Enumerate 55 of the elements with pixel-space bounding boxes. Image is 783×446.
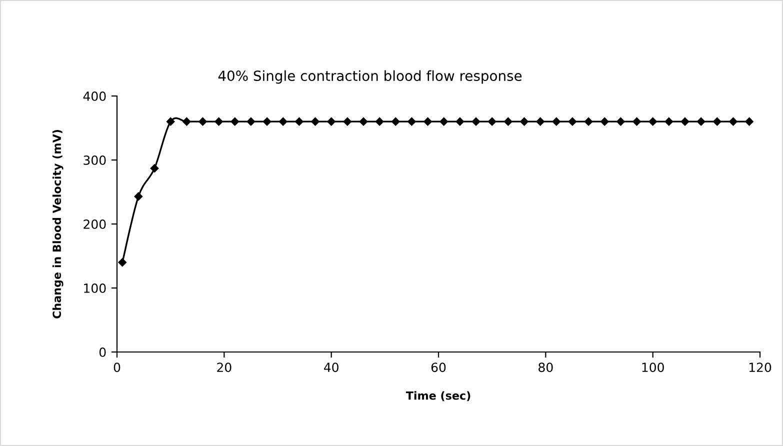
point <box>584 117 593 126</box>
point <box>343 117 352 126</box>
point <box>472 117 480 126</box>
point <box>118 258 126 267</box>
point <box>696 117 706 126</box>
point <box>536 117 544 126</box>
point <box>182 117 191 126</box>
point <box>600 117 609 126</box>
point <box>375 117 384 126</box>
point <box>392 117 400 126</box>
point <box>664 117 674 126</box>
x-axis-title: Time (sec) <box>406 391 470 402</box>
y-axis-title: Change in Blood Velocity (mV) <box>52 130 64 318</box>
point <box>488 117 496 126</box>
point <box>568 117 577 126</box>
point <box>311 117 320 126</box>
point <box>520 117 528 126</box>
point <box>745 117 754 126</box>
point <box>713 117 722 126</box>
x-tick-label: 0 <box>114 362 120 372</box>
point <box>729 117 738 126</box>
y-tick-label: 200 <box>84 219 106 229</box>
y-tick-label: 400 <box>83 91 106 101</box>
chart-title: 40% Single contraction blood flow response <box>218 70 522 84</box>
point <box>648 117 657 126</box>
point <box>424 117 432 126</box>
point <box>230 117 240 126</box>
point <box>408 117 416 126</box>
point <box>616 117 625 126</box>
x-tick-label: 20 <box>217 362 232 372</box>
y-tick-label: 100 <box>84 283 106 293</box>
point <box>680 117 690 126</box>
y-tick-label: 0 <box>99 347 106 357</box>
x-tick-label: 60 <box>431 362 446 372</box>
point <box>278 117 288 126</box>
y-tick-label: 300 <box>84 155 106 165</box>
x-tick-label: 120 <box>749 362 772 372</box>
point <box>456 117 464 126</box>
point <box>150 164 159 172</box>
point <box>359 117 368 126</box>
point <box>632 117 641 126</box>
point <box>552 117 561 126</box>
point <box>262 117 272 126</box>
point <box>327 117 336 126</box>
point <box>246 117 256 126</box>
point <box>166 117 175 126</box>
point <box>134 192 143 201</box>
point <box>214 117 223 126</box>
point <box>504 117 512 126</box>
point <box>295 117 304 126</box>
x-tick-label: 80 <box>538 362 553 372</box>
point <box>198 117 207 126</box>
point <box>440 117 448 126</box>
x-tick-label: 40 <box>324 362 338 372</box>
x-tick-label: 100 <box>642 362 664 372</box>
